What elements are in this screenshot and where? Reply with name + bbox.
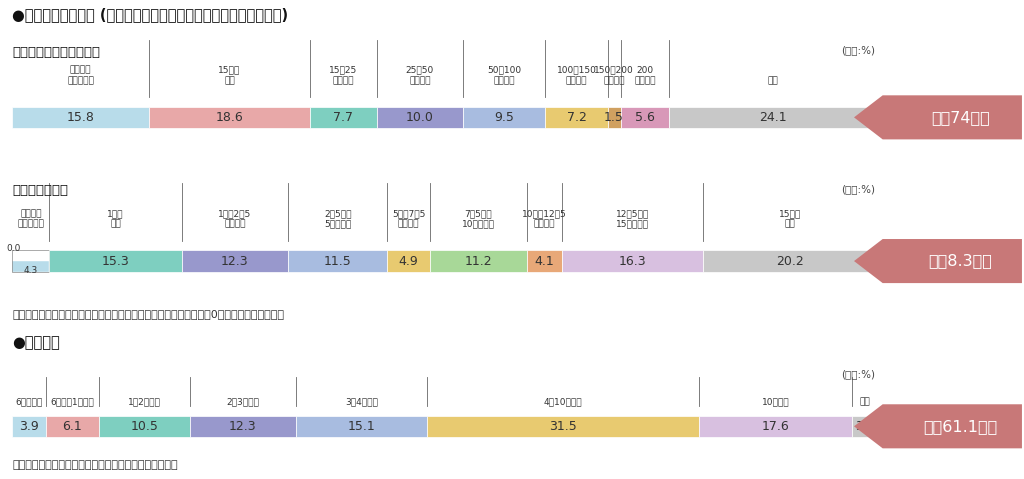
Text: 11.2: 11.2 xyxy=(465,254,492,268)
Text: 0.0: 0.0 xyxy=(7,244,22,253)
Text: 2〜3年未満: 2〜3年未満 xyxy=(226,397,259,406)
Text: 25〜50
万円未満: 25〜50 万円未満 xyxy=(406,66,434,85)
Text: 15.3: 15.3 xyxy=(101,254,129,268)
Text: (単位:%): (単位:%) xyxy=(842,184,876,194)
Text: 〈月々の費用〉: 〈月々の費用〉 xyxy=(12,184,69,197)
Text: 10.0: 10.0 xyxy=(406,111,434,124)
Text: 50〜100
万円未満: 50〜100 万円未満 xyxy=(487,66,521,85)
Text: 7万5千〜
10万円未満: 7万5千〜 10万円未満 xyxy=(462,209,495,229)
Text: 20.2: 20.2 xyxy=(776,254,804,268)
Text: 7.7: 7.7 xyxy=(333,111,353,124)
Text: 18.6: 18.6 xyxy=(216,111,244,124)
Text: 5万〜7万5
千円未満: 5万〜7万5 千円未満 xyxy=(392,209,425,229)
Bar xyxy=(562,250,702,272)
Text: 4.1: 4.1 xyxy=(535,254,554,268)
Text: 10万〜12万5
千円未満: 10万〜12万5 千円未満 xyxy=(522,209,566,229)
Text: 10年以上: 10年以上 xyxy=(762,397,790,406)
Bar xyxy=(310,107,377,128)
Text: 12.3: 12.3 xyxy=(221,254,249,268)
Bar xyxy=(12,107,150,128)
Text: 31.5: 31.5 xyxy=(549,420,577,433)
Text: 16.3: 16.3 xyxy=(618,254,646,268)
Bar xyxy=(189,416,296,437)
Text: 4.9: 4.9 xyxy=(398,254,419,268)
Text: 6.1: 6.1 xyxy=(62,420,82,433)
Text: 平均74万円: 平均74万円 xyxy=(931,110,990,125)
Bar xyxy=(387,250,430,272)
Text: 5.6: 5.6 xyxy=(635,111,654,124)
Text: 1万〜2万5
千円未満: 1万〜2万5 千円未満 xyxy=(218,209,252,229)
Text: 15.1: 15.1 xyxy=(347,420,376,433)
Text: 10.5: 10.5 xyxy=(130,420,158,433)
Text: 4〜10年未満: 4〜10年未満 xyxy=(544,397,583,406)
Text: 3〜4年未満: 3〜4年未満 xyxy=(345,397,378,406)
Bar xyxy=(526,250,562,272)
Text: 9.5: 9.5 xyxy=(495,111,514,124)
Bar xyxy=(150,107,310,128)
Text: 掛かった
費用はない: 掛かった 費用はない xyxy=(68,66,94,85)
Text: 注：それぞれ「掛かった費用はない」、「支払った費用はない」を0円として平均を算出。: 注：それぞれ「掛かった費用はない」、「支払った費用はない」を0円として平均を算出… xyxy=(12,309,285,319)
Text: 6カ月未満: 6カ月未満 xyxy=(15,397,43,406)
Text: 3.9: 3.9 xyxy=(19,420,39,433)
Text: 100〜150
万円未満: 100〜150 万円未満 xyxy=(556,66,596,85)
Bar xyxy=(181,250,288,272)
Bar xyxy=(852,416,878,437)
Text: (単位:%): (単位:%) xyxy=(842,369,876,379)
Text: 15万円
以上: 15万円 以上 xyxy=(779,209,802,229)
Text: (単位:%): (単位:%) xyxy=(842,46,876,56)
Text: 12.3: 12.3 xyxy=(229,420,257,433)
Text: ●介護期間: ●介護期間 xyxy=(12,335,60,350)
Text: 不明: 不明 xyxy=(768,76,778,85)
Bar xyxy=(621,107,669,128)
Bar xyxy=(669,107,878,128)
Text: 不明: 不明 xyxy=(859,397,870,406)
Text: 17.6: 17.6 xyxy=(762,420,790,433)
Bar xyxy=(98,416,189,437)
Bar xyxy=(377,107,463,128)
Bar xyxy=(546,107,607,128)
Text: 〈一時的な費用の合計〉: 〈一時的な費用の合計〉 xyxy=(12,46,100,58)
Text: ●介護に要した費用 (公的介護保険サービスの自己負担費用を含む): ●介護に要した費用 (公的介護保険サービスの自己負担費用を含む) xyxy=(12,7,289,22)
Text: 11.5: 11.5 xyxy=(324,254,351,268)
Text: 200
万円以上: 200 万円以上 xyxy=(634,66,655,85)
Text: 15〜25
万円未満: 15〜25 万円未満 xyxy=(329,66,357,85)
Text: 注：介護中の場合は、これまでの介護期間による回答。: 注：介護中の場合は、これまでの介護期間による回答。 xyxy=(12,460,178,470)
Bar xyxy=(296,416,427,437)
Bar xyxy=(46,416,98,437)
Text: 6カ月〜1年未満: 6カ月〜1年未満 xyxy=(50,397,94,406)
Text: 12万5千〜
15万円未満: 12万5千〜 15万円未満 xyxy=(615,209,649,229)
Bar xyxy=(12,250,49,272)
Bar xyxy=(12,416,46,437)
Text: 24.1: 24.1 xyxy=(760,111,787,124)
Text: 1万円
未満: 1万円 未満 xyxy=(108,209,124,229)
Text: 3.0: 3.0 xyxy=(855,420,874,433)
Text: 平均61.1カ月: 平均61.1カ月 xyxy=(924,419,997,434)
Bar xyxy=(607,107,621,128)
Text: 15万円
未満: 15万円 未満 xyxy=(218,66,241,85)
Bar xyxy=(430,250,526,272)
Bar xyxy=(463,107,546,128)
Bar xyxy=(427,416,699,437)
Bar xyxy=(49,250,181,272)
Bar xyxy=(699,416,852,437)
Text: 15.8: 15.8 xyxy=(67,111,94,124)
Text: 150〜200
万円未満: 150〜200 万円未満 xyxy=(594,66,634,85)
Text: 1〜2年未満: 1〜2年未満 xyxy=(128,397,161,406)
Text: 7.2: 7.2 xyxy=(566,111,587,124)
Bar xyxy=(12,261,49,272)
Text: 4.3: 4.3 xyxy=(24,266,38,275)
Text: 1.5: 1.5 xyxy=(604,111,624,124)
Bar xyxy=(288,250,387,272)
Text: 平均8.3万円: 平均8.3万円 xyxy=(929,253,992,269)
Text: 2万5千〜
5万円未満: 2万5千〜 5万円未満 xyxy=(324,209,351,229)
Bar xyxy=(702,250,878,272)
Text: 支払った
費用はない: 支払った 費用はない xyxy=(17,209,44,229)
